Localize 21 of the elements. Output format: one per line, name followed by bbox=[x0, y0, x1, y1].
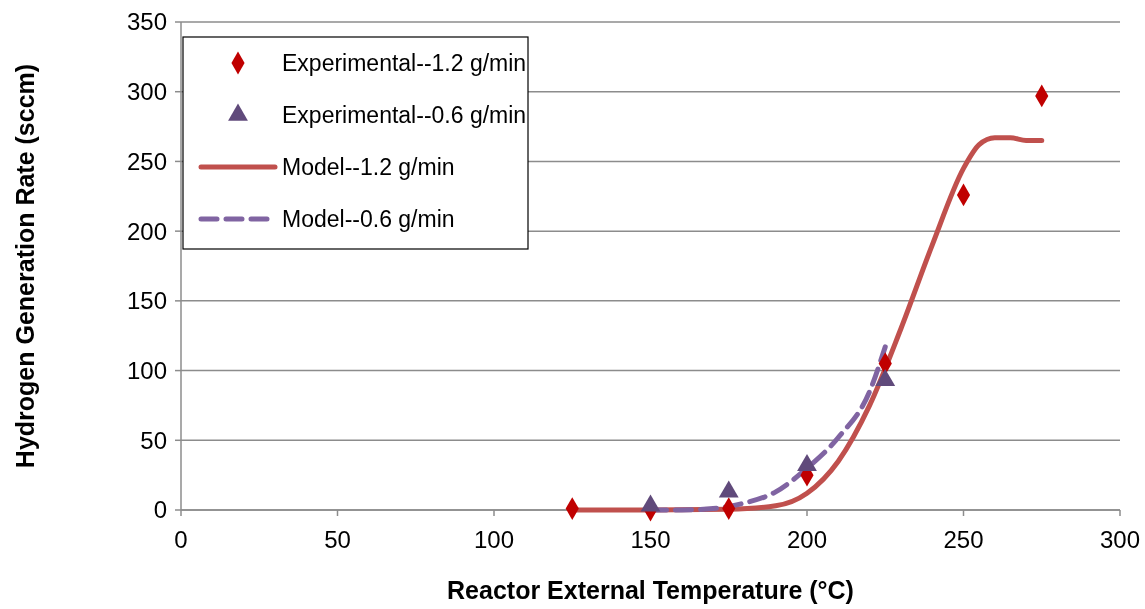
y-tick-label: 200 bbox=[126, 217, 167, 245]
x-tick-label: 150 bbox=[630, 526, 671, 553]
x-tick-label: 100 bbox=[473, 526, 515, 553]
y-tick-label: 350 bbox=[126, 8, 167, 36]
legend-label: Experimental--0.6 g/min bbox=[282, 102, 527, 129]
legend-label: Model--1.2 g/min bbox=[282, 154, 455, 181]
legend-label: Experimental--1.2 g/min bbox=[282, 50, 527, 77]
y-tick-label: 0 bbox=[153, 496, 167, 524]
x-tick-label: 250 bbox=[943, 526, 984, 553]
x-tick-label: 200 bbox=[786, 526, 828, 553]
y-tick-label: 50 bbox=[140, 426, 167, 454]
y-tick-label: 150 bbox=[126, 287, 167, 315]
x-axis-title: Reactor External Temperature (°C) bbox=[447, 576, 854, 604]
x-tick-label: 50 bbox=[324, 526, 351, 553]
y-axis-title: Hydrogen Generation Rate (sccm) bbox=[11, 63, 39, 469]
x-tick-label: 0 bbox=[174, 526, 188, 553]
y-tick-label: 300 bbox=[126, 78, 167, 106]
y-tick-label: 250 bbox=[126, 147, 167, 175]
y-tick-label: 100 bbox=[126, 356, 167, 384]
legend-label: Model--0.6 g/min bbox=[282, 206, 455, 233]
x-tick-label: 300 bbox=[1099, 526, 1141, 553]
